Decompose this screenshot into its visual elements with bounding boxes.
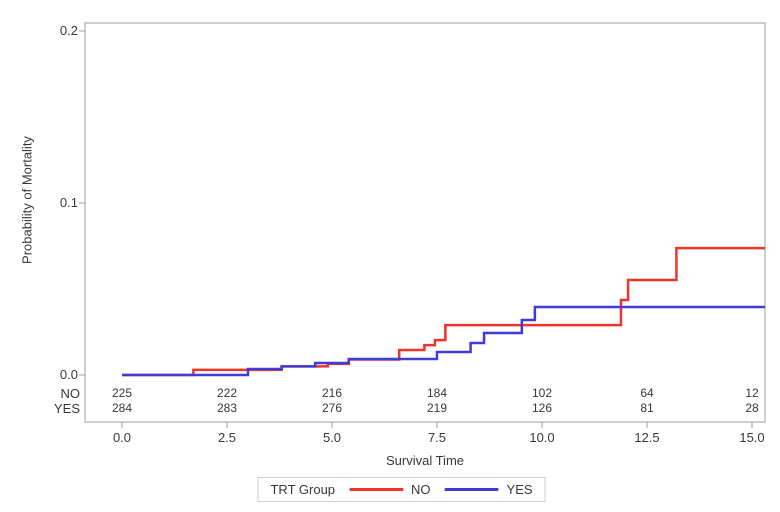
- at-risk-count: 276: [321, 401, 343, 415]
- at-risk-count: 102: [531, 386, 553, 400]
- at-risk-count: 12: [745, 386, 759, 400]
- x-tick-label: 15.0: [739, 430, 765, 445]
- at-risk-count: 222: [216, 386, 238, 400]
- series-curves: [122, 246, 765, 377]
- at-risk-row-label-yes: YES: [53, 401, 80, 416]
- y-tick-label: 0.0: [59, 367, 78, 382]
- at-risk-count: 64: [640, 386, 654, 400]
- y-tick-label: 0.1: [59, 195, 78, 210]
- x-tick-label: 7.5: [427, 430, 447, 445]
- legend-entry-no: NO: [349, 482, 431, 497]
- legend-entry-no-label: NO: [411, 482, 431, 497]
- y-tick-marks: [79, 30, 85, 376]
- yes-line-swatch-icon: [444, 488, 499, 491]
- x-tick-label: 12.5: [634, 430, 660, 445]
- at-risk-count: 283: [216, 401, 238, 415]
- at-risk-count: 219: [426, 401, 448, 415]
- legend: TRT Group NO YES: [257, 477, 546, 502]
- curve-no: [122, 246, 765, 377]
- x-tick-marks: [121, 422, 753, 428]
- x-tick-label: 10.0: [529, 430, 555, 445]
- y-tick-label: 0.2: [59, 23, 78, 38]
- no-line-swatch-icon: [349, 488, 404, 491]
- at-risk-count: 184: [426, 386, 448, 400]
- plot-frame: [84, 22, 766, 423]
- x-axis-title: Survival Time: [385, 453, 465, 468]
- at-risk-count: 216: [321, 386, 343, 400]
- at-risk-count: 225: [111, 386, 133, 400]
- curve-yes: [122, 305, 765, 377]
- at-risk-count: 28: [745, 401, 759, 415]
- x-tick-label: 0.0: [112, 430, 132, 445]
- x-tick-label: 2.5: [217, 430, 237, 445]
- legend-entry-yes-label: YES: [506, 482, 533, 497]
- at-risk-count: 81: [640, 401, 654, 415]
- legend-title: TRT Group: [270, 482, 336, 497]
- at-risk-count: 284: [111, 401, 133, 415]
- y-axis-title: Probability of Mortality: [19, 136, 35, 264]
- at-risk-count: 126: [531, 401, 553, 415]
- at-risk-row-label-no: NO: [60, 386, 81, 401]
- x-tick-label: 5.0: [322, 430, 342, 445]
- legend-entry-yes: YES: [444, 482, 533, 497]
